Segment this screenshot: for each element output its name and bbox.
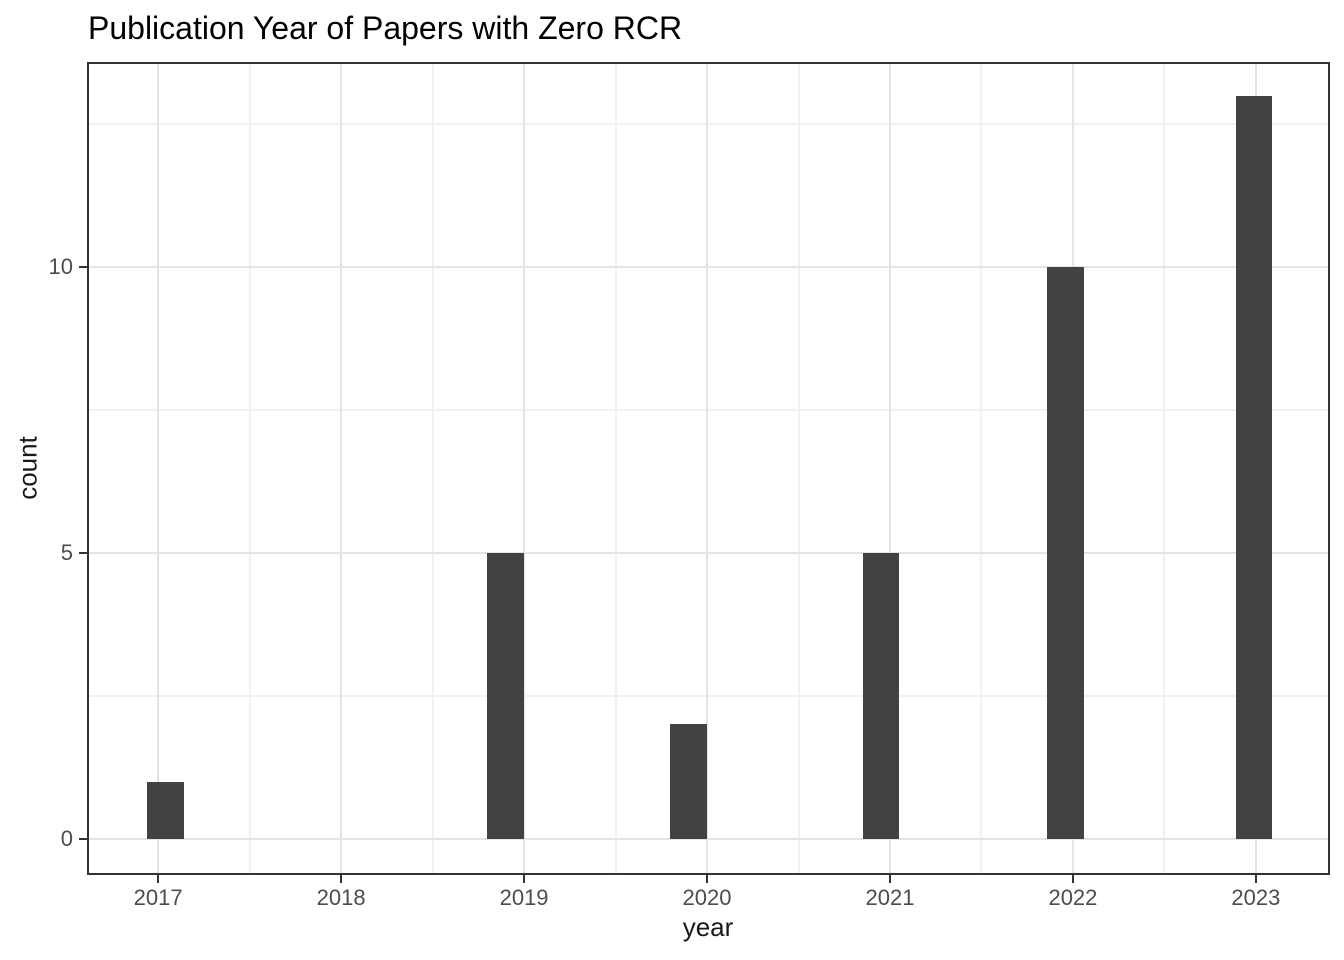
- y-tick-mark: [79, 551, 87, 554]
- y-tick-label: 0: [60, 825, 73, 851]
- y-tick-label: 5: [60, 539, 73, 565]
- y-axis-title: count: [12, 436, 43, 500]
- gridline-y-minor: [87, 694, 1330, 697]
- histogram-bar: [670, 724, 708, 839]
- chart-title: Publication Year of Papers with Zero RCR: [88, 10, 683, 46]
- gridline-y-minor: [87, 409, 1330, 412]
- gridline-x-minor: [980, 62, 983, 875]
- gridline-x-major: [706, 62, 709, 875]
- x-tick-mark: [888, 875, 891, 883]
- x-tick-mark: [1071, 875, 1074, 883]
- x-tick-label: 2017: [133, 885, 183, 910]
- gridline-y-major: [87, 837, 1330, 840]
- gridline-x-major: [523, 62, 526, 875]
- y-tick-label: 10: [48, 254, 73, 280]
- gridline-x-minor: [1163, 62, 1166, 875]
- x-tick-mark: [157, 875, 160, 883]
- histogram-bar: [147, 781, 184, 839]
- gridline-y-minor: [87, 123, 1330, 126]
- histogram-bar: [1047, 267, 1084, 839]
- y-tick-mark: [79, 266, 87, 269]
- histogram-bar: [1235, 95, 1273, 839]
- gridline-x-minor: [248, 62, 251, 875]
- gridline-x-minor: [614, 62, 617, 875]
- gridline-x-minor: [431, 62, 434, 875]
- histogram-bar: [862, 552, 900, 839]
- gridline-y-major: [87, 266, 1330, 269]
- gridline-x-major: [157, 62, 160, 875]
- x-tick-label: 2019: [499, 885, 549, 910]
- x-tick-mark: [706, 875, 709, 883]
- x-tick-label: 2023: [1231, 885, 1281, 910]
- gridline-x-major: [340, 62, 343, 875]
- x-tick-label: 2018: [316, 885, 366, 910]
- histogram-bar: [487, 552, 525, 839]
- x-tick-label: 2021: [865, 885, 915, 910]
- gridline-x-minor: [797, 62, 800, 875]
- x-axis-title: year: [682, 912, 734, 942]
- gridline-x-major: [888, 62, 891, 875]
- x-tick-mark: [1254, 875, 1257, 883]
- x-tick-mark: [523, 875, 526, 883]
- x-tick-mark: [340, 875, 343, 883]
- y-tick-mark: [79, 837, 87, 840]
- x-tick-label: 2022: [1048, 885, 1098, 910]
- plot-panel: [87, 62, 1330, 875]
- x-tick-label: 2020: [682, 885, 732, 910]
- gridline-y-major: [87, 551, 1330, 554]
